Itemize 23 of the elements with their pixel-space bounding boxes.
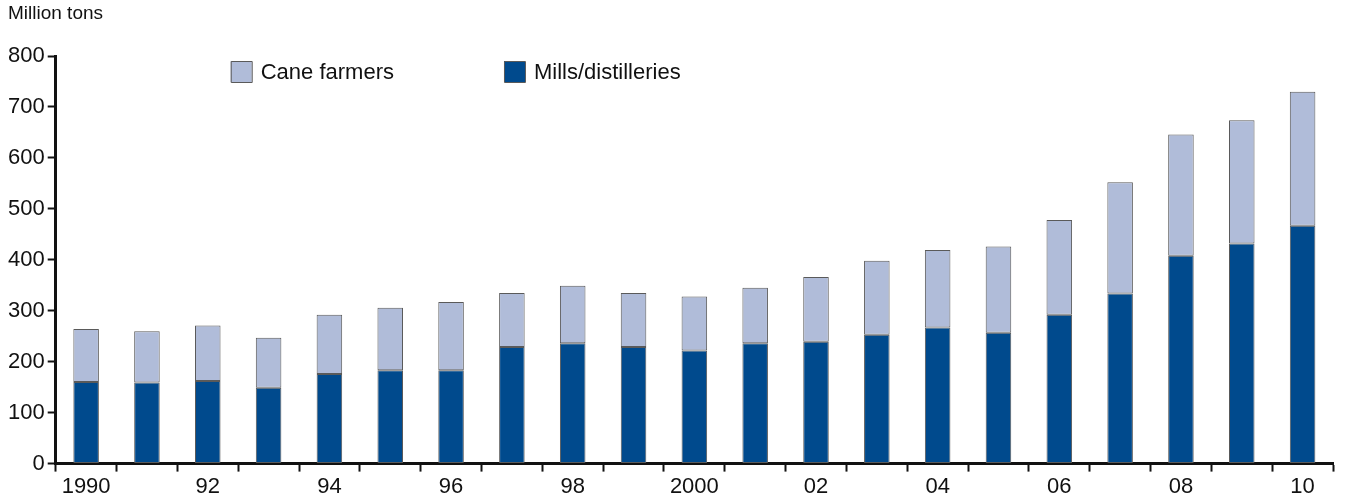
x-tick-label: 02 — [803, 472, 829, 498]
x-tick-label: 94 — [317, 472, 342, 498]
x-tick-label: 1990 — [61, 472, 111, 498]
y-tick-label: 600 — [7, 143, 45, 169]
x-tick-label: 92 — [195, 472, 221, 498]
x-tick-label: 04 — [925, 472, 950, 498]
y-tick-label: 500 — [7, 194, 45, 220]
y-tick-label: 700 — [7, 93, 45, 119]
y-tick-label: 100 — [7, 398, 45, 424]
y-axis-title: Million tons — [8, 1, 104, 23]
y-tick-label: 400 — [7, 245, 45, 271]
y-tick-label: 300 — [7, 296, 45, 322]
x-tick-label: 2000 — [669, 472, 719, 498]
y-tick-label: 800 — [7, 42, 45, 68]
x-tick-label: 06 — [1047, 472, 1072, 498]
x-tick-label: 10 — [1290, 472, 1315, 498]
legend-label: Cane farmers — [260, 59, 394, 85]
y-tick-label: 200 — [7, 347, 45, 373]
x-tick-label: 08 — [1168, 472, 1194, 498]
y-tick-label: 0 — [32, 449, 45, 475]
x-tick-label: 96 — [438, 472, 464, 498]
x-tick-label: 98 — [560, 472, 585, 498]
legend-label: Mills/distilleries — [533, 59, 681, 85]
